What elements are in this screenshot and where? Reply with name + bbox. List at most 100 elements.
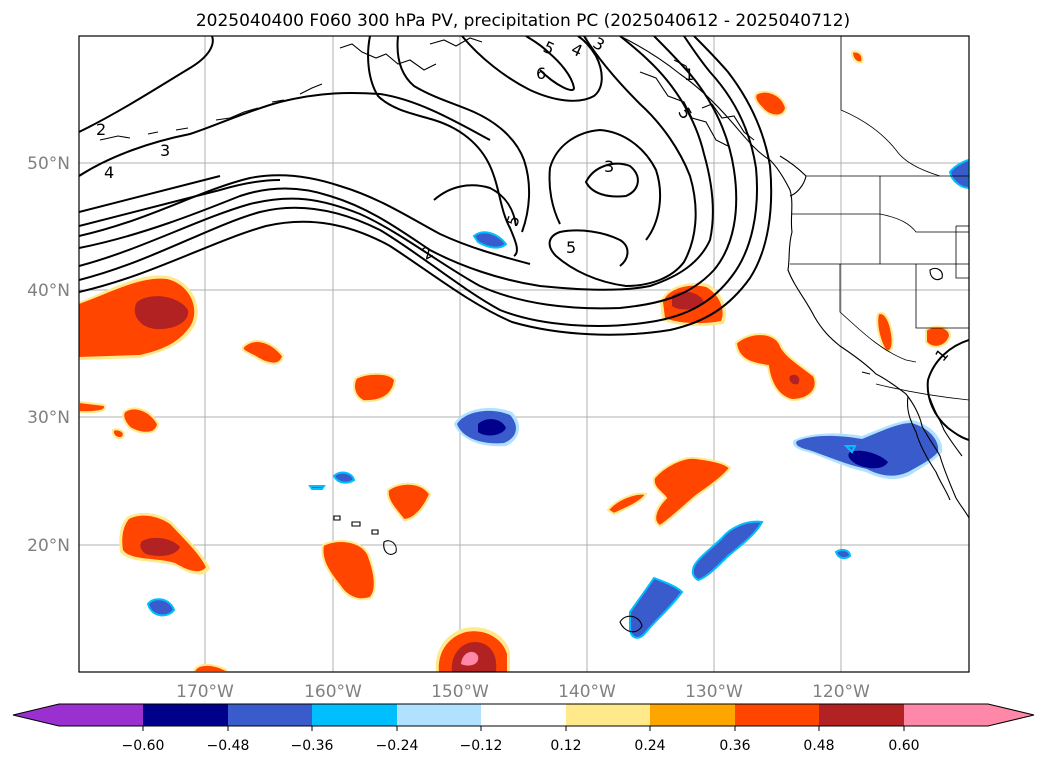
lon-label: 130°W <box>685 682 743 702</box>
pv-contour <box>79 36 738 310</box>
pv-contour <box>433 184 517 227</box>
colorbar-segment <box>481 704 566 726</box>
political-borders <box>790 36 969 401</box>
precip-area <box>308 485 326 490</box>
colorbar-segment <box>13 704 143 726</box>
precip-area <box>925 325 952 348</box>
colorbar-segment <box>566 704 650 726</box>
precip-area <box>140 537 180 556</box>
precip-area <box>606 492 648 516</box>
coastline <box>147 131 159 135</box>
precip-area <box>386 482 432 522</box>
precip-area <box>146 598 176 617</box>
pv-contour <box>79 36 714 291</box>
coastline <box>929 267 943 281</box>
precip-area <box>848 450 888 469</box>
coastline <box>299 83 323 95</box>
colorbar-tick-label: 0.36 <box>719 738 750 754</box>
lon-label: 120°W <box>812 682 870 702</box>
colorbar-segment <box>312 704 397 726</box>
lon-label: 160°W <box>304 682 362 702</box>
border <box>840 36 941 177</box>
coastline <box>351 521 361 527</box>
precip-area <box>321 540 376 601</box>
border <box>915 264 969 329</box>
precip-area <box>461 651 479 666</box>
precip-area <box>192 664 227 672</box>
contour-label: 6 <box>536 64 546 83</box>
pv-contour <box>79 175 221 213</box>
pv-contour <box>548 128 662 241</box>
precip-area <box>796 423 939 476</box>
longitude-labels: 170°W 160°W 150°W 140°W 130°W 120°W <box>176 682 870 702</box>
colorbar-segment <box>143 704 228 726</box>
precip-area <box>652 456 732 528</box>
colorbar-ticks <box>142 726 905 731</box>
precip-area <box>948 158 969 190</box>
coastline <box>333 515 341 521</box>
colorbar-segment <box>397 704 481 726</box>
precip-area <box>111 428 125 440</box>
colorbar-tick-label: 0.60 <box>888 738 919 754</box>
lat-label: 20°N <box>27 536 70 556</box>
precip-area <box>332 471 356 484</box>
coastline <box>619 615 643 633</box>
contour-label: 3 <box>160 141 170 160</box>
pv-contour <box>367 36 518 257</box>
coastline <box>371 529 379 535</box>
coastline <box>99 135 131 141</box>
precip-area <box>691 520 764 582</box>
colorbar-tick-label: −0.48 <box>207 738 250 754</box>
contour-label: 4 <box>104 163 114 182</box>
colorbar-tick-label: −0.60 <box>122 738 165 754</box>
latitude-labels: 50°N 40°N 30°N 20°N <box>27 154 70 556</box>
precip-area <box>754 90 788 117</box>
coastline <box>929 397 963 457</box>
lon-label: 140°W <box>558 682 616 702</box>
colorbar-segment <box>904 704 1034 726</box>
lat-label: 50°N <box>27 154 70 174</box>
coastline <box>175 127 189 131</box>
colorbar-tick-label: −0.24 <box>376 738 419 754</box>
precip-area <box>472 231 508 249</box>
border <box>879 213 969 233</box>
pv-contour <box>79 91 491 177</box>
precip-area <box>672 291 704 310</box>
pv-contour <box>461 36 603 102</box>
colorbar-tick-label: −0.12 <box>460 738 503 754</box>
lat-label: 40°N <box>27 281 70 301</box>
pv-contour <box>926 339 969 441</box>
pv-contour <box>584 162 639 198</box>
coastline <box>271 99 285 103</box>
graticule <box>79 36 969 672</box>
precip-area <box>843 445 857 454</box>
contour-label: 1 <box>684 65 694 84</box>
contour-label: 2 <box>96 120 106 139</box>
colorbar-segment <box>650 704 735 726</box>
precip-area <box>876 312 894 353</box>
colorbar: −0.60 −0.48 −0.36 −0.24 −0.12 0.12 0.24 … <box>12 703 1035 754</box>
colorbar-tick-label: 0.12 <box>550 738 581 754</box>
pv-contour <box>79 36 758 327</box>
coastline <box>383 540 397 555</box>
border <box>839 264 917 363</box>
colorbar-segment <box>228 704 312 726</box>
pv-contour <box>548 36 697 288</box>
colorbar-outline <box>12 703 1035 727</box>
colorbar-segment <box>819 704 904 726</box>
colorbar-segment <box>735 704 819 726</box>
colorbar-tick-label: 0.48 <box>803 738 834 754</box>
lon-label: 150°W <box>431 682 489 702</box>
map-border <box>78 35 970 673</box>
precip-area <box>122 407 160 434</box>
coastline <box>861 371 871 375</box>
precip-area <box>478 419 506 436</box>
precip-area <box>789 374 800 385</box>
precip-area <box>134 296 189 330</box>
border <box>875 383 969 401</box>
precip-area <box>834 548 852 560</box>
pv-contour <box>525 36 576 91</box>
contour-label: 3 <box>604 157 614 176</box>
coastline <box>906 395 951 501</box>
